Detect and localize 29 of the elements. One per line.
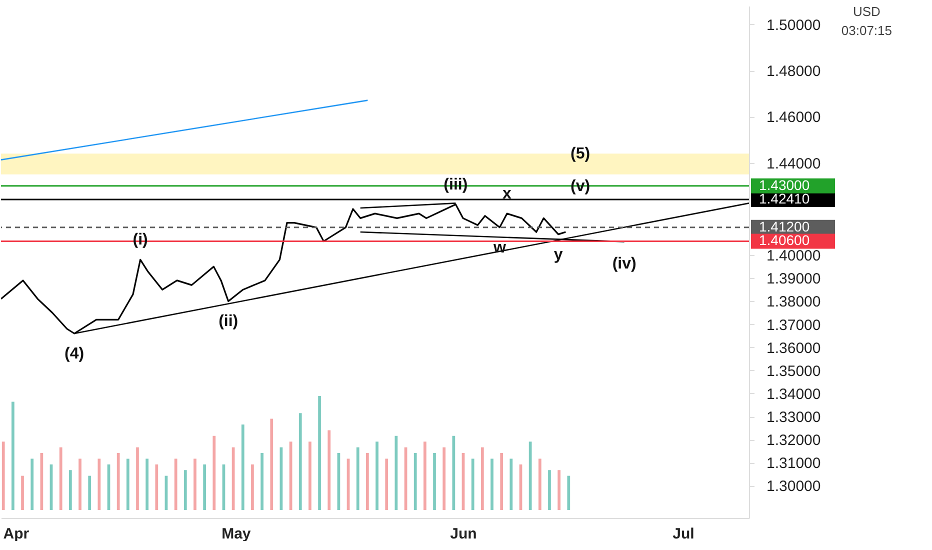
y-tick-label: 1.46000 [766, 109, 821, 126]
y-tick-label: 1.44000 [766, 155, 821, 172]
ref-line-label: 1.40600 [759, 232, 810, 248]
y-tick-label: 1.40000 [766, 248, 821, 265]
y-tick-label: 1.30000 [766, 478, 821, 496]
y-tick-label: 1.34000 [766, 386, 821, 403]
annotation: (iv) [612, 256, 636, 273]
y-tick-label: 1.39000 [766, 270, 821, 288]
y-tick-label: 1.38000 [766, 294, 821, 311]
y-tick-label: 1.33000 [766, 409, 821, 426]
annotation: x [502, 186, 512, 203]
text: 03:07:15 [841, 23, 892, 38]
annotation: (4) [64, 345, 84, 362]
y-tick-label: 1.35000 [766, 362, 821, 380]
ref-line-label: 1.41200 [759, 218, 810, 234]
x-tick-label: Jun [450, 526, 477, 542]
annotation: y [554, 246, 563, 264]
y-tick-label: 1.48000 [766, 63, 821, 80]
x-tick-label: Jul [672, 526, 694, 542]
y-tick-label: 1.36000 [766, 340, 821, 357]
annotation: (ii) [218, 313, 238, 330]
y-tick-label: 1.37000 [766, 316, 821, 334]
y-tick-label: 1.32000 [766, 432, 821, 450]
y-tick-label: 1.31000 [766, 455, 821, 472]
text: USD [852, 4, 882, 19]
y-tick-label: 1.50000 [766, 16, 821, 34]
ref-line-label: 1.42410 [759, 190, 810, 206]
ref-line-label: 1.43000 [759, 176, 810, 193]
annotation: (5) [570, 146, 590, 163]
